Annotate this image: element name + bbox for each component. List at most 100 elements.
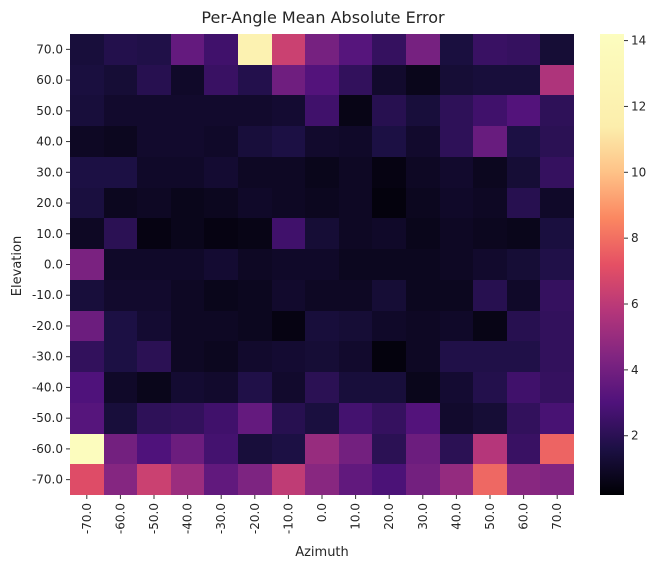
heatmap-cell bbox=[372, 218, 406, 249]
heatmap-cell bbox=[507, 464, 540, 495]
heatmap-cell bbox=[372, 311, 406, 341]
heatmap-cell bbox=[339, 403, 372, 434]
colorbar-tick-label: 10 bbox=[631, 165, 646, 179]
x-tick-label: 50.0 bbox=[483, 503, 497, 530]
heatmap-cell bbox=[406, 464, 440, 495]
heatmap-cell bbox=[171, 280, 204, 311]
heatmap-cell bbox=[204, 218, 238, 249]
heatmap-cell bbox=[272, 403, 305, 434]
heatmap-cell bbox=[204, 280, 238, 311]
x-tick-label: 30.0 bbox=[416, 503, 430, 530]
heatmap-cell bbox=[473, 311, 507, 341]
heatmap-cell bbox=[305, 280, 339, 311]
heatmap-cell bbox=[440, 341, 473, 372]
heatmap-cell bbox=[406, 341, 440, 372]
heatmap-cell bbox=[440, 218, 473, 249]
colorbar bbox=[600, 34, 624, 495]
y-tick-label: 20.0 bbox=[36, 196, 63, 210]
heatmap-cell bbox=[171, 95, 204, 126]
heatmap-cell bbox=[70, 280, 104, 311]
heatmap-cell bbox=[440, 464, 473, 495]
colorbar-tick-label: 14 bbox=[631, 34, 646, 48]
heatmap-cell bbox=[440, 311, 473, 341]
heatmap-cell bbox=[70, 218, 104, 249]
heatmap-cell bbox=[171, 249, 204, 280]
heatmap-cell bbox=[171, 34, 204, 65]
heatmap-cell bbox=[473, 157, 507, 188]
heatmap-cell bbox=[339, 311, 372, 341]
heatmap-cell bbox=[473, 188, 507, 218]
heatmap-cell bbox=[507, 280, 540, 311]
y-tick-label: 40.0 bbox=[36, 135, 63, 149]
heatmap-cell bbox=[372, 434, 406, 464]
heatmap-cell bbox=[305, 218, 339, 249]
heatmap-cell bbox=[473, 403, 507, 434]
heatmap-cell bbox=[305, 95, 339, 126]
heatmap-cell bbox=[507, 249, 540, 280]
heatmap-cell bbox=[137, 157, 171, 188]
x-tick-label: -20.0 bbox=[248, 503, 262, 534]
heatmap-cell bbox=[305, 434, 339, 464]
heatmap-cell bbox=[104, 218, 137, 249]
heatmap-cell bbox=[104, 434, 137, 464]
heatmap-cell bbox=[70, 126, 104, 157]
heatmap-cell bbox=[406, 372, 440, 403]
heatmap-cell bbox=[272, 434, 305, 464]
x-tick-label: -60.0 bbox=[113, 503, 127, 534]
x-tick-label: -30.0 bbox=[214, 503, 228, 534]
heatmap-cell bbox=[339, 188, 372, 218]
heatmap-cell bbox=[305, 372, 339, 403]
heatmap-cell bbox=[473, 434, 507, 464]
heatmap-cell bbox=[473, 95, 507, 126]
heatmap-cell bbox=[104, 65, 137, 95]
heatmap-cell bbox=[238, 403, 272, 434]
heatmap-cell bbox=[305, 464, 339, 495]
heatmap-cell bbox=[70, 249, 104, 280]
heatmap-cell bbox=[372, 188, 406, 218]
heatmap-cell bbox=[238, 434, 272, 464]
heatmap-cell bbox=[171, 403, 204, 434]
heatmap-cell bbox=[70, 464, 104, 495]
heatmap-cell bbox=[104, 311, 137, 341]
y-tick-label: -10.0 bbox=[32, 288, 63, 302]
heatmap-cell bbox=[305, 311, 339, 341]
heatmap-cell bbox=[507, 341, 540, 372]
heatmap-cell bbox=[171, 126, 204, 157]
heatmap-cell bbox=[171, 65, 204, 95]
heatmap-cell bbox=[137, 464, 171, 495]
heatmap-cell bbox=[272, 157, 305, 188]
heatmap-cell bbox=[272, 188, 305, 218]
heatmap-cell bbox=[238, 34, 272, 65]
heatmap-cell bbox=[507, 434, 540, 464]
heatmap-cell bbox=[339, 65, 372, 95]
x-tick-label: 0.0 bbox=[315, 503, 329, 522]
heatmap-cell bbox=[540, 434, 574, 464]
heatmap-cell bbox=[305, 126, 339, 157]
heatmap-cell bbox=[540, 34, 574, 65]
heatmap-cell bbox=[372, 280, 406, 311]
heatmap-cell bbox=[372, 372, 406, 403]
x-tick-label: 20.0 bbox=[382, 503, 396, 530]
heatmap-cell bbox=[238, 464, 272, 495]
heatmap-cell bbox=[70, 311, 104, 341]
x-tick-label: 40.0 bbox=[449, 503, 463, 530]
heatmap-cell bbox=[238, 188, 272, 218]
heatmap-cell bbox=[440, 34, 473, 65]
heatmap-cell bbox=[473, 341, 507, 372]
heatmap-cell bbox=[104, 157, 137, 188]
heatmap-cell bbox=[440, 434, 473, 464]
heatmap-cell bbox=[473, 218, 507, 249]
heatmap-cell bbox=[339, 249, 372, 280]
heatmap-cell bbox=[272, 65, 305, 95]
heatmap-cell bbox=[372, 65, 406, 95]
heatmap-cell bbox=[507, 188, 540, 218]
heatmap-cell bbox=[473, 126, 507, 157]
heatmap-cell bbox=[70, 65, 104, 95]
heatmap-cell bbox=[104, 95, 137, 126]
heatmap-cell bbox=[507, 157, 540, 188]
heatmap-cell bbox=[339, 372, 372, 403]
heatmap-cell bbox=[104, 34, 137, 65]
heatmap-cell bbox=[238, 65, 272, 95]
